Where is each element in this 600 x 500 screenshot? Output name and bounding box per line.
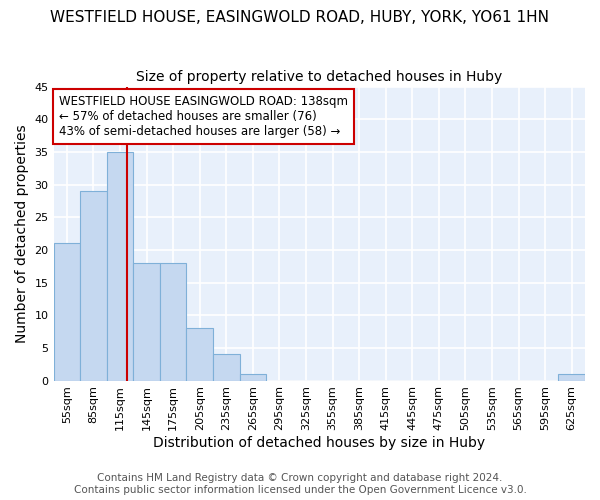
Bar	[107, 152, 133, 380]
Bar	[239, 374, 266, 380]
Bar	[80, 191, 107, 380]
Bar	[160, 263, 187, 380]
Text: WESTFIELD HOUSE, EASINGWOLD ROAD, HUBY, YORK, YO61 1HN: WESTFIELD HOUSE, EASINGWOLD ROAD, HUBY, …	[50, 10, 550, 25]
Text: Contains HM Land Registry data © Crown copyright and database right 2024.
Contai: Contains HM Land Registry data © Crown c…	[74, 474, 526, 495]
Bar	[559, 374, 585, 380]
X-axis label: Distribution of detached houses by size in Huby: Distribution of detached houses by size …	[153, 436, 485, 450]
Bar	[187, 328, 213, 380]
Bar	[213, 354, 239, 380]
Title: Size of property relative to detached houses in Huby: Size of property relative to detached ho…	[136, 70, 502, 84]
Bar	[53, 244, 80, 380]
Text: WESTFIELD HOUSE EASINGWOLD ROAD: 138sqm
← 57% of detached houses are smaller (76: WESTFIELD HOUSE EASINGWOLD ROAD: 138sqm …	[59, 96, 348, 138]
Y-axis label: Number of detached properties: Number of detached properties	[15, 124, 29, 343]
Bar	[133, 263, 160, 380]
